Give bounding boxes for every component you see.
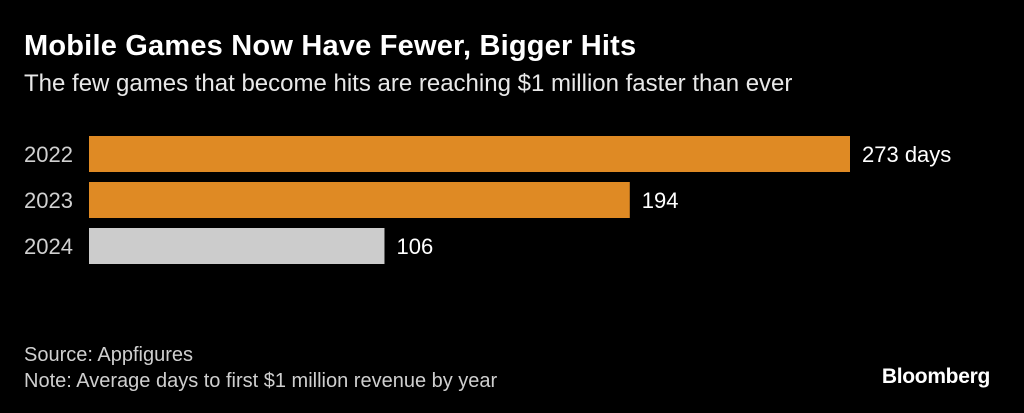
bar-2023 bbox=[89, 182, 630, 218]
bar-chart: 2022 273 days 2023 194 2024 106 bbox=[24, 136, 951, 264]
footnote: Note: Average days to first $1 million r… bbox=[24, 370, 498, 392]
source-note: Source: Appfigures bbox=[24, 344, 193, 366]
value-label-2024: 106 bbox=[396, 234, 433, 259]
category-label-2023: 2023 bbox=[24, 188, 73, 213]
bloomberg-logo: Bloomberg bbox=[881, 365, 990, 388]
category-label-2022: 2022 bbox=[24, 142, 73, 167]
chart-subtitle: The few games that become hits are reach… bbox=[24, 70, 793, 97]
bar-2024 bbox=[89, 228, 385, 264]
value-label-2022: 273 days bbox=[862, 142, 951, 167]
category-label-2024: 2024 bbox=[24, 234, 73, 259]
bar-2022 bbox=[89, 136, 850, 172]
value-label-2023: 194 bbox=[642, 188, 679, 213]
chart-title: Mobile Games Now Have Fewer, Bigger Hits bbox=[24, 30, 637, 62]
